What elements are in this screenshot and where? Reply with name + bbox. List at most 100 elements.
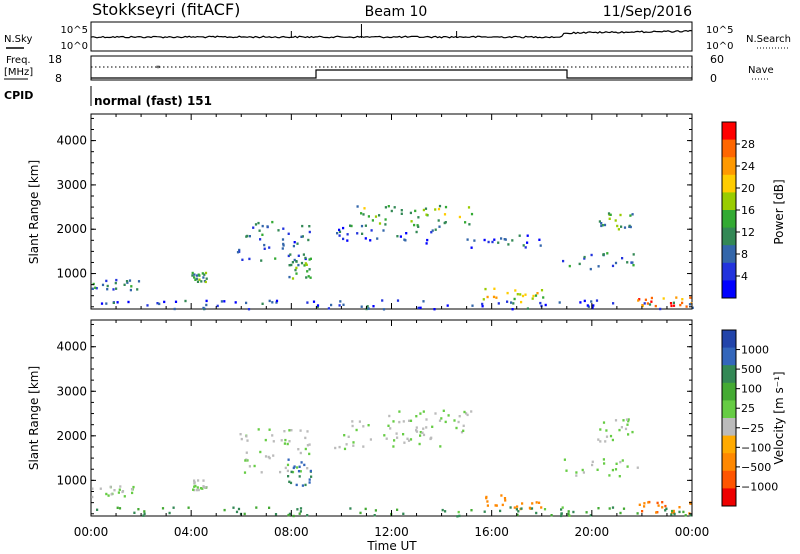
echo-cell [429, 437, 432, 440]
echo-cell [616, 224, 619, 228]
velocity-colorbar-label: Velocity [m s⁻¹] [772, 371, 786, 464]
echo-cell [370, 229, 373, 232]
echo-cell [220, 300, 223, 303]
echo-cell [625, 418, 629, 421]
echo-cell [91, 487, 94, 490]
echo-cell [362, 445, 365, 448]
echo-cell [598, 220, 601, 223]
colorbar-tick-label: −25 [741, 422, 764, 435]
echo-cell [400, 212, 403, 215]
echo-cell [296, 508, 299, 511]
colorbar-swatch [722, 453, 736, 472]
echo-cell [402, 433, 405, 436]
echo-cell [510, 301, 513, 304]
echo-cell [611, 506, 615, 509]
echo-cell [440, 417, 443, 420]
echo-cell [433, 308, 436, 311]
echo-cell [306, 444, 309, 447]
echo-cell [132, 485, 135, 489]
echo-cell [194, 484, 197, 488]
colorbar-swatch [722, 418, 736, 437]
echo-cell [486, 504, 489, 507]
echo-cell [626, 423, 629, 426]
echo-cell [263, 247, 266, 250]
echo-cell [444, 510, 447, 513]
echo-cell [497, 241, 500, 244]
echo-cell [644, 298, 647, 301]
echo-cell [137, 280, 141, 283]
echo-cell [292, 244, 295, 248]
echo-cell [422, 433, 426, 437]
echo-cell [491, 240, 494, 244]
echo-cell [614, 468, 618, 471]
echo-cell [293, 258, 296, 262]
colorbar-tick-label: 500 [741, 363, 762, 376]
echo-cell [281, 238, 285, 241]
echo-cell [572, 510, 575, 514]
echo-cell [306, 514, 309, 517]
echo-cell [657, 504, 660, 507]
echo-cell [384, 223, 387, 226]
ytick-label: 1000 [56, 473, 87, 487]
echo-cell [534, 294, 538, 297]
echo-cell [624, 427, 628, 431]
velocity-colorbar: 1000 500 100 25 −25 −100 −500 −1000 [721, 329, 778, 507]
echo-cell [627, 433, 630, 436]
echo-cell [486, 500, 489, 503]
echo-cell [287, 232, 290, 235]
echo-cell [550, 514, 553, 517]
time-axis-ticks: 00:00 04:00 08:00 12:00 16:00 20:00 00:00 [74, 525, 710, 539]
echo-cell [444, 221, 447, 224]
echo-cell [595, 299, 599, 302]
beam-title: Beam 10 [365, 4, 428, 20]
echo-cell [543, 508, 547, 511]
echo-cell [499, 509, 502, 513]
echo-cell [426, 238, 429, 242]
echo-cell [419, 412, 422, 415]
echo-cell [446, 304, 449, 307]
echo-cell [656, 501, 659, 505]
ytick-label: 3000 [56, 384, 87, 398]
echo-cell [403, 441, 406, 444]
echo-cell [516, 293, 519, 296]
echo-cell [248, 465, 251, 468]
velocity-axes: 1000 2000 3000 4000 [56, 320, 693, 516]
echo-cell [567, 512, 570, 516]
echo-cell [582, 471, 585, 474]
echo-cell [538, 501, 541, 504]
echo-cell [307, 238, 310, 242]
echo-cell [364, 224, 367, 227]
echo-cell [297, 254, 300, 257]
echo-cell [282, 242, 285, 246]
echo-cell [94, 286, 97, 289]
echo-cell [301, 224, 304, 228]
echo-cell [239, 433, 242, 436]
echo-cell [539, 244, 542, 247]
echo-cell [374, 509, 377, 512]
echo-cell [330, 303, 333, 307]
echo-cell [299, 507, 303, 510]
echo-cell [184, 299, 187, 303]
echo-cell [501, 503, 504, 507]
echo-cell [670, 513, 673, 516]
echo-cell [142, 514, 145, 517]
echo-cell [605, 429, 608, 432]
echo-cell [422, 427, 425, 430]
echo-cell [351, 420, 354, 423]
echo-cell [396, 436, 399, 439]
time-axis-label: Time UT [366, 539, 417, 553]
date-title: 11/Sep/2016 [603, 4, 692, 20]
echo-cell [127, 300, 130, 304]
echo-cell [422, 410, 425, 413]
freq-panel [90, 55, 693, 81]
echo-cell [602, 253, 605, 256]
colorbar-swatch [722, 435, 736, 454]
echo-cell [293, 241, 296, 244]
echo-cell [443, 213, 447, 216]
echo-cell [539, 301, 542, 305]
echo-cell [526, 307, 529, 310]
freq-label-1: Freq. [6, 55, 31, 66]
echo-cell [172, 506, 175, 509]
echo-cell [351, 424, 354, 428]
echo-cell [597, 438, 600, 441]
